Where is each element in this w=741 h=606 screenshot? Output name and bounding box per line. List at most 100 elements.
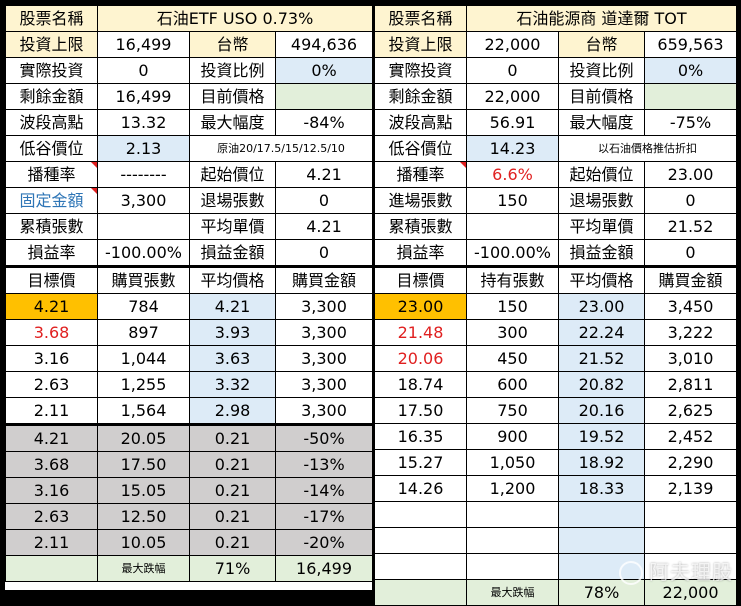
table-cell: 21.48 <box>375 320 467 346</box>
table-cell: 22.24 <box>559 320 645 346</box>
info-label: 台幣 <box>559 32 645 58</box>
table-cell: 300 <box>467 320 559 346</box>
table-cell: 14.26 <box>375 476 467 502</box>
table-cell: 1,044 <box>98 346 190 372</box>
info-value: 0 <box>467 58 559 84</box>
table-cell <box>375 502 467 528</box>
table-cell: 600 <box>467 372 559 398</box>
table-cell: 23.00 <box>559 294 645 320</box>
table-cell: 20.82 <box>559 372 645 398</box>
table-cell: -17% <box>276 504 373 530</box>
watermark-text: 阿夫理股 <box>649 560 733 584</box>
buy-table-header: 目標價持有張數平均價格購買金額 <box>375 267 737 294</box>
table-cell: 12.50 <box>98 504 190 530</box>
info-label: 損益金額 <box>190 240 276 267</box>
table-cell: 2,290 <box>645 450 737 476</box>
info-label: 損益率 <box>375 240 467 267</box>
table-cell: 3,450 <box>645 294 737 320</box>
watermark: 阿夫理股 <box>619 556 733 586</box>
info-value: 4.21 <box>276 162 373 188</box>
table-cell: 18.74 <box>375 372 467 398</box>
info-value <box>467 214 559 240</box>
info-label: 低谷價位 <box>6 136 98 162</box>
table-cell: 4.21 <box>6 294 98 320</box>
table-cell: 750 <box>467 398 559 424</box>
table-cell: 3,300 <box>276 320 373 346</box>
table-cell: 3.68 <box>6 452 98 478</box>
info-value: 0 <box>276 188 373 214</box>
info-value: 16,499 <box>98 32 190 58</box>
info-value: -------- <box>98 162 190 188</box>
info-value <box>645 84 737 110</box>
table-cell: 10.05 <box>98 530 190 556</box>
table-cell: 2.11 <box>6 398 98 425</box>
info-value <box>276 84 373 110</box>
info-label: 退場張數 <box>559 188 645 214</box>
info-label: 剩餘金額 <box>6 84 98 110</box>
table-cell: 15.27 <box>375 450 467 476</box>
info-label: 固定金額 <box>6 188 98 214</box>
table-cell: 784 <box>98 294 190 320</box>
table-cell: 15.05 <box>98 478 190 504</box>
total-amount: 16,499 <box>276 556 373 582</box>
table-cell: 2,625 <box>645 398 737 424</box>
table-cell: 3.68 <box>6 320 98 346</box>
buy-table-header: 目標價購買張數平均價格購買金額 <box>6 267 373 294</box>
table-cell: 0.21 <box>190 452 276 478</box>
info-label: 播種率 <box>375 162 467 188</box>
table-row <box>375 502 737 528</box>
info-label: 損益率 <box>6 240 98 267</box>
info-value: 14.23 <box>467 136 559 162</box>
table-cell: 17.50 <box>375 398 467 424</box>
info-value: 23.00 <box>645 162 737 188</box>
table-cell <box>467 502 559 528</box>
info-value: 16,499 <box>98 84 190 110</box>
info-value: 2.13 <box>98 136 190 162</box>
info-label: 波段高點 <box>375 110 467 136</box>
table-cell: 3.16 <box>6 346 98 372</box>
table-cell: 897 <box>98 320 190 346</box>
table-cell: 2,452 <box>645 424 737 450</box>
table-cell <box>559 502 645 528</box>
table-cell: 3.63 <box>190 346 276 372</box>
table-cell: 4.21 <box>190 294 276 320</box>
logo-icon <box>619 561 643 585</box>
info-note: 原油20/17.5/15/12.5/10 <box>190 136 373 162</box>
info-value: 0 <box>645 188 737 214</box>
table-cell: 0.21 <box>190 478 276 504</box>
table-cell: -13% <box>276 452 373 478</box>
table-cell: 3.32 <box>190 372 276 398</box>
table-cell <box>645 528 737 554</box>
info-value <box>98 214 190 240</box>
table-cell: 2,139 <box>645 476 737 502</box>
info-value: -100.00% <box>467 240 559 267</box>
max-drop-label: 最大跌幅 <box>98 556 190 582</box>
info-value: 0 <box>98 58 190 84</box>
info-value: 0 <box>276 240 373 267</box>
